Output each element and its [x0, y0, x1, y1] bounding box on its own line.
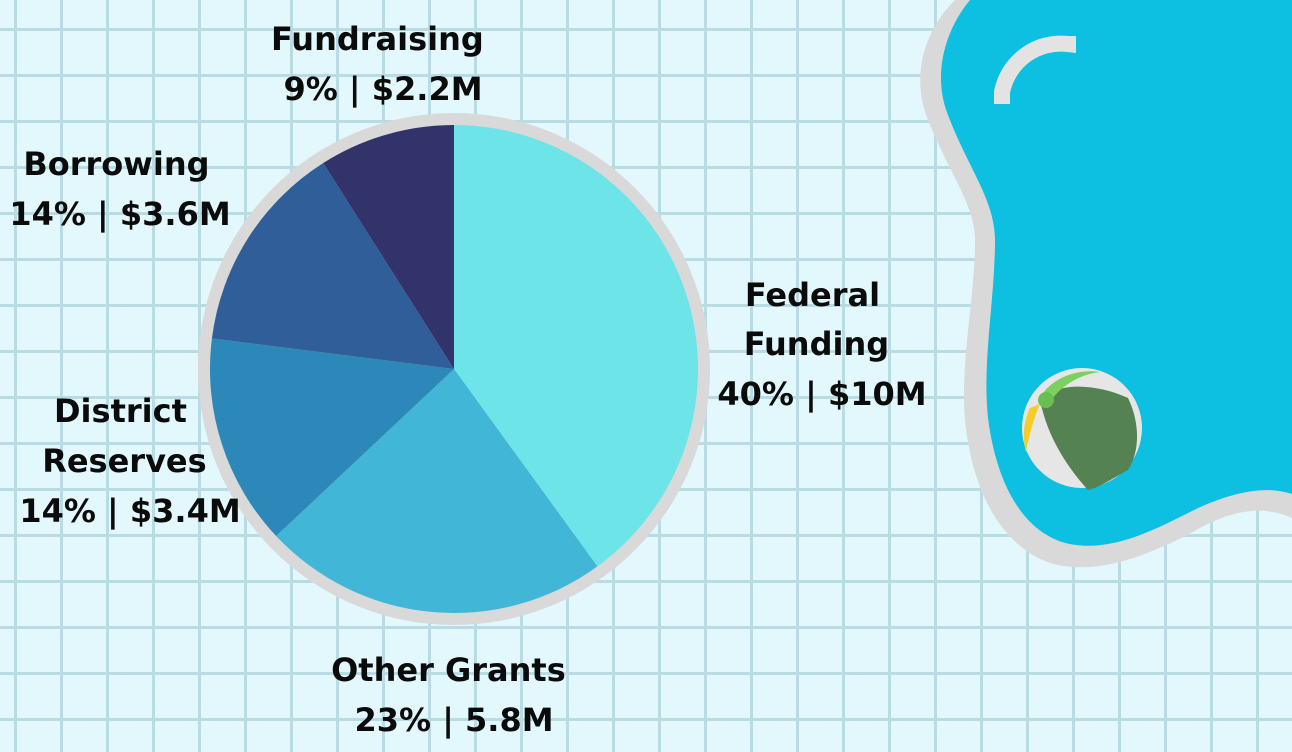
label-borrowing-line-1: Borrowing — [23, 145, 209, 183]
pie-slice-fundraising — [323, 125, 454, 369]
label-borrowing-line-2: 14% | $3.6M — [9, 195, 230, 234]
label-district-reserves: District Reserves 14% | $3.4M — [19, 392, 240, 531]
label-district-line-3: 14% | $3.4M — [19, 492, 240, 531]
slice-labels: Federal Funding 40% | $10M Other Grants … — [9, 20, 926, 740]
label-federal-line-1: Federal — [745, 276, 880, 314]
label-federal-funding: Federal Funding 40% | $10M — [717, 276, 926, 414]
label-other-grants: Other Grants 23% | 5.8M — [331, 651, 577, 740]
label-district-line-1: District — [54, 392, 187, 430]
label-district-line-2: Reserves — [42, 442, 206, 480]
label-federal-line-2: Funding — [744, 325, 889, 363]
label-fundraising-line-1: Fundraising — [271, 20, 484, 58]
pie-slice-federal-funding — [454, 125, 699, 567]
label-other-line-1: Other Grants — [331, 651, 566, 689]
pie-slice-district-reserves — [209, 338, 454, 537]
pie-slice-other-grants — [276, 369, 598, 614]
label-other-line-2: 23% | 5.8M — [354, 701, 553, 740]
label-federal-line-3: 40% | $10M — [717, 375, 926, 414]
label-fundraising-line-2: 9% | $2.2M — [283, 70, 482, 109]
beach-ball-icon — [1022, 368, 1142, 490]
pool-ladder-icon — [994, 35, 1076, 104]
pie-slice-borrowing — [211, 162, 454, 369]
pool-decoration — [920, 0, 1292, 568]
label-fundraising: Fundraising 9% | $2.2M — [271, 20, 495, 109]
pie-chart — [198, 113, 710, 625]
label-borrowing: Borrowing 14% | $3.6M — [9, 145, 230, 234]
